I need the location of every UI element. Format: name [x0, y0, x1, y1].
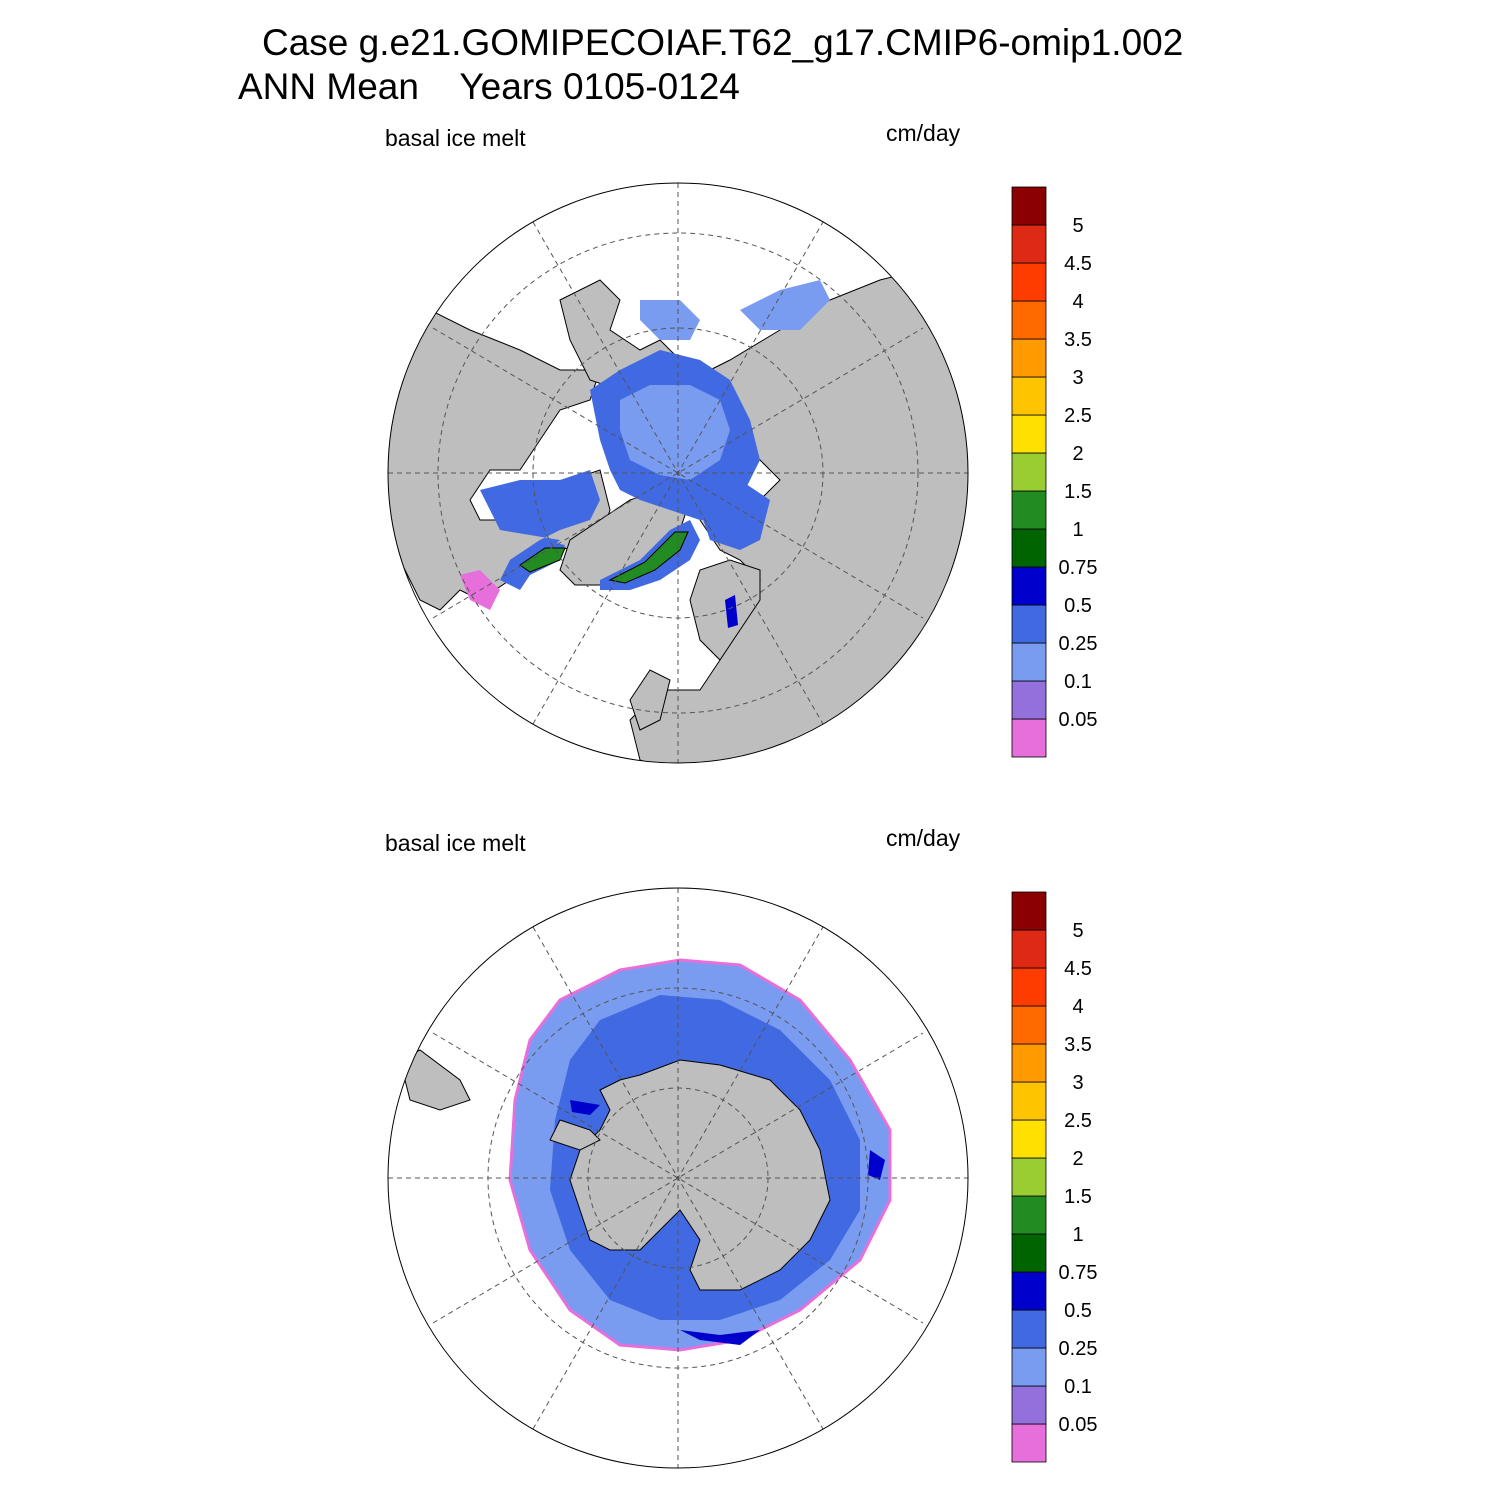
bottom-colorbar-label: 0.25	[1059, 1338, 1098, 1360]
melt-weddell-deep	[868, 1150, 885, 1180]
top-colorbar-box-3	[1011, 604, 1047, 644]
antarctic-map	[388, 888, 968, 1468]
bottom-colorbar-label: 2.5	[1064, 1110, 1092, 1132]
antarctic-map-panel	[387, 887, 969, 1469]
bottom-colorbar-label: 0.05	[1059, 1414, 1098, 1436]
bottom-colorbar-label: 0.75	[1059, 1262, 1098, 1284]
melt-okhotsk	[740, 280, 830, 330]
top-colorbar-label: 1	[1072, 519, 1083, 541]
melt-labrador-high	[519, 547, 566, 573]
top-colorbar-box-6	[1011, 490, 1047, 530]
bottom-colorbar-label: 0.1	[1064, 1376, 1092, 1398]
top-colorbar-label: 1.5	[1064, 481, 1092, 503]
colorbar-top: 0.05 0.1 0.25 0.5 0.75 1 1.5 2 2.5 3 3.5 4 4.5 5	[1011, 186, 1098, 758]
land-scandinavia	[689, 559, 761, 661]
title-line-2: ANN Mean Years 0105-0124	[238, 66, 740, 107]
bottom-colorbar-label: 2	[1072, 1148, 1083, 1170]
land-antarctica	[569, 1059, 831, 1291]
panel1-units-label: cm/day	[886, 120, 961, 146]
bottom-colorbar-label: 3	[1072, 1072, 1083, 1094]
graticule	[388, 183, 968, 763]
bottom-colorbar-box-4	[1011, 1271, 1047, 1311]
top-colorbar-label: 0.1	[1064, 671, 1092, 693]
bottom-colorbar-box-14	[1011, 891, 1047, 931]
bottom-colorbar-box-12	[1011, 967, 1047, 1007]
bottom-colorbar-label: 4.5	[1064, 958, 1092, 980]
top-colorbar-label: 0.5	[1064, 595, 1092, 617]
top-colorbar-box-7	[1011, 452, 1047, 492]
top-colorbar-box-2	[1011, 642, 1047, 682]
top-colorbar-box-0	[1011, 718, 1047, 758]
melt-greenland-sea-high	[608, 531, 689, 584]
bottom-colorbar-box-8	[1011, 1119, 1047, 1159]
panel1-variable-label: basal ice melt	[385, 125, 526, 151]
bottom-colorbar-label: 3.5	[1064, 1034, 1092, 1056]
bottom-colorbar-box-7	[1011, 1157, 1047, 1197]
bottom-colorbar-label: 1.5	[1064, 1186, 1092, 1208]
melt-barents	[700, 480, 770, 550]
bottom-colorbar-box-11	[1011, 1005, 1047, 1045]
bottom-colorbar-box-0	[1011, 1423, 1047, 1463]
top-colorbar-label: 0.25	[1059, 633, 1098, 655]
top-colorbar-label: 4	[1072, 291, 1083, 313]
map-boundary	[387, 182, 969, 764]
bottom-colorbar-box-1	[1011, 1385, 1047, 1425]
arctic-map-panel	[387, 182, 969, 764]
bottom-colorbar-box-2	[1011, 1347, 1047, 1387]
bottom-colorbar-box-13	[1011, 929, 1047, 969]
top-colorbar-box-10	[1011, 338, 1047, 378]
top-colorbar-box-5	[1011, 528, 1047, 568]
melt-ross-deep	[680, 1330, 760, 1345]
top-colorbar-label: 3.5	[1064, 329, 1092, 351]
bottom-colorbar-box-10	[1011, 1043, 1047, 1083]
melt-bellingshausen-deep	[570, 1100, 600, 1115]
top-colorbar-label: 3	[1072, 367, 1083, 389]
bottom-colorbar-box-5	[1011, 1233, 1047, 1273]
bottom-colorbar-label: 4	[1072, 996, 1083, 1018]
land-antarctic-peninsula	[549, 1119, 601, 1151]
bottom-colorbar-label: 5	[1072, 920, 1083, 942]
top-colorbar-label: 0.75	[1059, 557, 1098, 579]
land-south-america	[399, 1049, 471, 1111]
bottom-colorbar-box-3	[1011, 1309, 1047, 1349]
bottom-colorbar-box-9	[1011, 1081, 1047, 1121]
top-colorbar-label: 4.5	[1064, 253, 1092, 275]
top-colorbar-label: 2	[1072, 443, 1083, 465]
top-colorbar-box-14	[1011, 186, 1047, 226]
land-europe-west	[629, 669, 671, 731]
panel2-variable-label: basal ice melt	[385, 830, 526, 856]
melt-central-arctic-inner	[620, 385, 730, 480]
bottom-colorbar-label: 1	[1072, 1224, 1083, 1246]
map-boundary-south	[387, 887, 969, 1469]
bottom-colorbar-box-6	[1011, 1195, 1047, 1235]
top-colorbar-label: 0.05	[1059, 709, 1098, 731]
top-colorbar-label: 2.5	[1064, 405, 1092, 427]
top-colorbar-box-9	[1011, 376, 1047, 416]
bottom-colorbar-label: 0.5	[1064, 1300, 1092, 1322]
top-colorbar-label: 5	[1072, 215, 1083, 237]
title-line-1: Case g.e21.GOMIPECOIAF.T62_g17.CMIP6-omi…	[262, 22, 1184, 63]
melt-baltic	[725, 595, 738, 628]
panel2-units-label: cm/day	[886, 825, 961, 851]
arctic-map	[388, 183, 968, 763]
top-colorbar-box-12	[1011, 262, 1047, 302]
graticule-south	[388, 888, 968, 1468]
